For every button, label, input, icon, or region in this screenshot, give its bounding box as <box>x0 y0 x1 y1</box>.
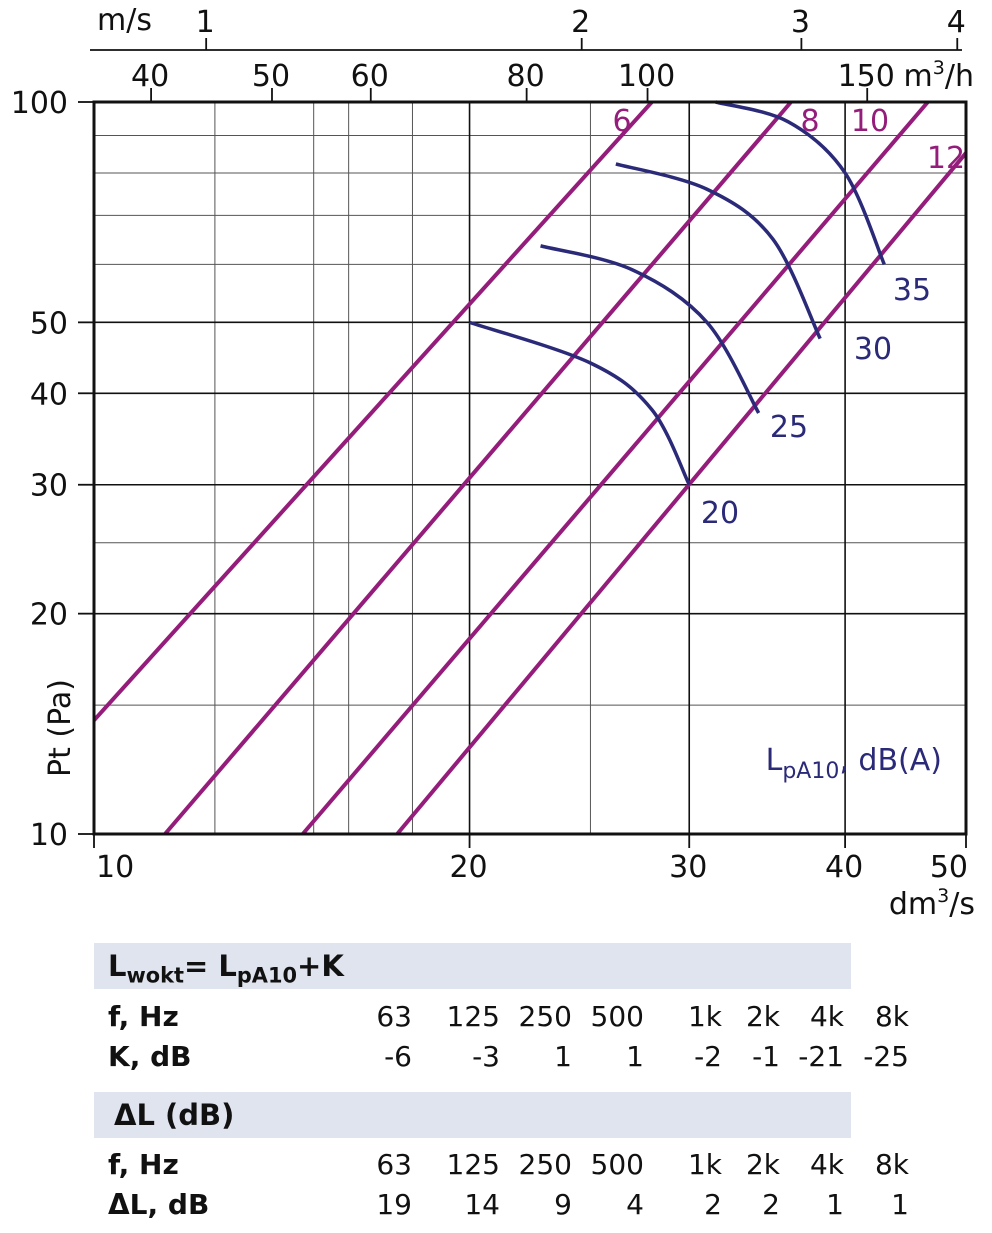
dl-table-freq-cell: 250 <box>518 1148 572 1181</box>
top-flow-tick-label: 150 <box>838 59 895 94</box>
noise-label-30: 30 <box>854 332 892 367</box>
k-table-freq-cell: 63 <box>376 1000 412 1033</box>
dl-table-freq-cell: 63 <box>376 1148 412 1181</box>
k-table-value-row: K, dB -6 -3 1 1 -2 -1 -21 -25 <box>94 1038 909 1076</box>
k-table-freq-cell: 4k <box>809 1000 844 1033</box>
dl-table-header-band: ΔL (dB) <box>94 1092 851 1138</box>
dl-table-freq-cell: 4k <box>809 1148 844 1181</box>
top-flow-unit: m3/h <box>904 57 974 94</box>
chart: 10 20 30 40 50 10 20 30 40 50 100 dm3/s Pt (Pa) 40 50 6… <box>11 3 975 922</box>
axes: 10 20 30 40 50 10 20 30 40 50 100 dm3/s Pt (Pa) 40 50 6… <box>11 3 975 922</box>
k-table-value-cell: -21 <box>798 1040 844 1073</box>
setting-label-6: 6 <box>612 104 631 139</box>
k-table-value-cell: -3 <box>472 1040 500 1073</box>
velocity-tick-label: 4 <box>947 5 966 40</box>
y-tick-label: 20 <box>30 598 68 633</box>
setting-label-10: 10 <box>851 104 889 139</box>
setting-line-10 <box>301 100 930 836</box>
k-table-header: Lwokt= LpA10+K <box>108 949 344 988</box>
k-table-freq-label: f, Hz <box>108 1000 179 1033</box>
setting-label-8: 8 <box>800 104 819 139</box>
top-flow-tick-label: 80 <box>507 59 545 94</box>
k-table-freq-row: f, Hz 63 125 250 500 1k 2k 4k 8k <box>94 998 909 1036</box>
x-tick-label: 50 <box>930 850 968 885</box>
plot-border <box>92 100 968 836</box>
dl-table-value-cell: 2 <box>762 1188 780 1221</box>
noise-legend-label: LpA10, dB(A) <box>766 743 942 784</box>
x-tick-label: 40 <box>825 850 863 885</box>
dl-table-value-label: ΔL, dB <box>108 1188 210 1221</box>
dl-table-freq-cell: 8k <box>874 1148 909 1181</box>
dl-table-freq-cell: 1k <box>687 1148 722 1181</box>
k-table-value-cell: 1 <box>554 1040 572 1073</box>
k-table-value-cell: -6 <box>384 1040 412 1073</box>
dl-table-freq-row: f, Hz 63 125 250 500 1k 2k 4k 8k <box>94 1146 909 1184</box>
k-table-freq-cell: 1k <box>687 1000 722 1033</box>
settings-lines <box>92 100 968 836</box>
dl-table-value-cell: 1 <box>826 1188 844 1221</box>
y-tick-label: 100 <box>11 86 68 121</box>
noise-label-35: 35 <box>893 273 931 308</box>
setting-line-12 <box>395 151 968 836</box>
x-tick-label: 30 <box>669 850 707 885</box>
top-flow-tick-label: 50 <box>252 59 290 94</box>
noise-curve-30 <box>615 162 822 340</box>
velocity-tick-label: 3 <box>791 5 810 40</box>
k-table-value-cell: -25 <box>863 1040 909 1073</box>
k-table-value-cell: 1 <box>626 1040 644 1073</box>
y-tick-label: 10 <box>30 818 68 853</box>
x-axis-label: dm3/s <box>889 885 975 922</box>
noise-label-25: 25 <box>770 410 808 445</box>
setting-line-6 <box>92 100 654 722</box>
dl-table-value-cell: 9 <box>554 1188 572 1221</box>
velocity-unit: m/s <box>97 3 152 38</box>
dl-table-header: ΔL (dB) <box>114 1098 235 1132</box>
setting-line-8 <box>163 100 793 836</box>
k-table-value-label: K, dB <box>108 1040 192 1073</box>
y-tick-label: 50 <box>30 306 68 341</box>
dl-table-value-cell: 1 <box>891 1188 909 1221</box>
dl-table-freq-cell: 125 <box>446 1148 500 1181</box>
x-tick-label: 10 <box>96 850 134 885</box>
dl-table-freq-cell: 2k <box>745 1148 780 1181</box>
top-flow-tick-label: 100 <box>618 59 675 94</box>
noise-label-20: 20 <box>701 496 739 531</box>
k-table-freq-cell: 8k <box>874 1000 909 1033</box>
dl-table-value-cell: 4 <box>626 1188 644 1221</box>
k-table-freq-cell: 250 <box>518 1000 572 1033</box>
x-tick-label: 20 <box>449 850 487 885</box>
top-flow-tick-label: 40 <box>131 59 169 94</box>
y-tick-label: 40 <box>30 377 68 412</box>
noise-curve-25 <box>540 244 761 414</box>
k-table-value-cell: -1 <box>752 1040 780 1073</box>
velocity-tick-label: 2 <box>571 5 590 40</box>
setting-label-12: 12 <box>927 141 965 176</box>
top-flow-tick-label: 60 <box>351 59 389 94</box>
dl-table-freq-label: f, Hz <box>108 1148 179 1181</box>
k-table-freq-cell: 2k <box>745 1000 780 1033</box>
k-table-header-band: Lwokt= LpA10+K <box>94 943 851 989</box>
k-table-freq-cell: 125 <box>446 1000 500 1033</box>
noise-curve-20 <box>468 320 691 486</box>
y-axis-label: Pt (Pa) <box>43 679 78 777</box>
dl-table-value-cell: 14 <box>464 1188 500 1221</box>
dl-table-value-cell: 2 <box>704 1188 722 1221</box>
dl-table-value-cell: 19 <box>376 1188 412 1221</box>
y-tick-label: 30 <box>30 469 68 504</box>
dl-table-freq-cell: 500 <box>590 1148 644 1181</box>
velocity-tick-label: 1 <box>196 5 215 40</box>
dl-table-value-row: ΔL, dB 19 14 9 4 2 2 1 1 <box>94 1186 909 1224</box>
plot-frame <box>92 100 968 836</box>
noise-curve-35 <box>715 100 886 266</box>
k-table-value-cell: -2 <box>694 1040 722 1073</box>
k-table-freq-cell: 500 <box>590 1000 644 1033</box>
noise-curves <box>468 100 886 486</box>
